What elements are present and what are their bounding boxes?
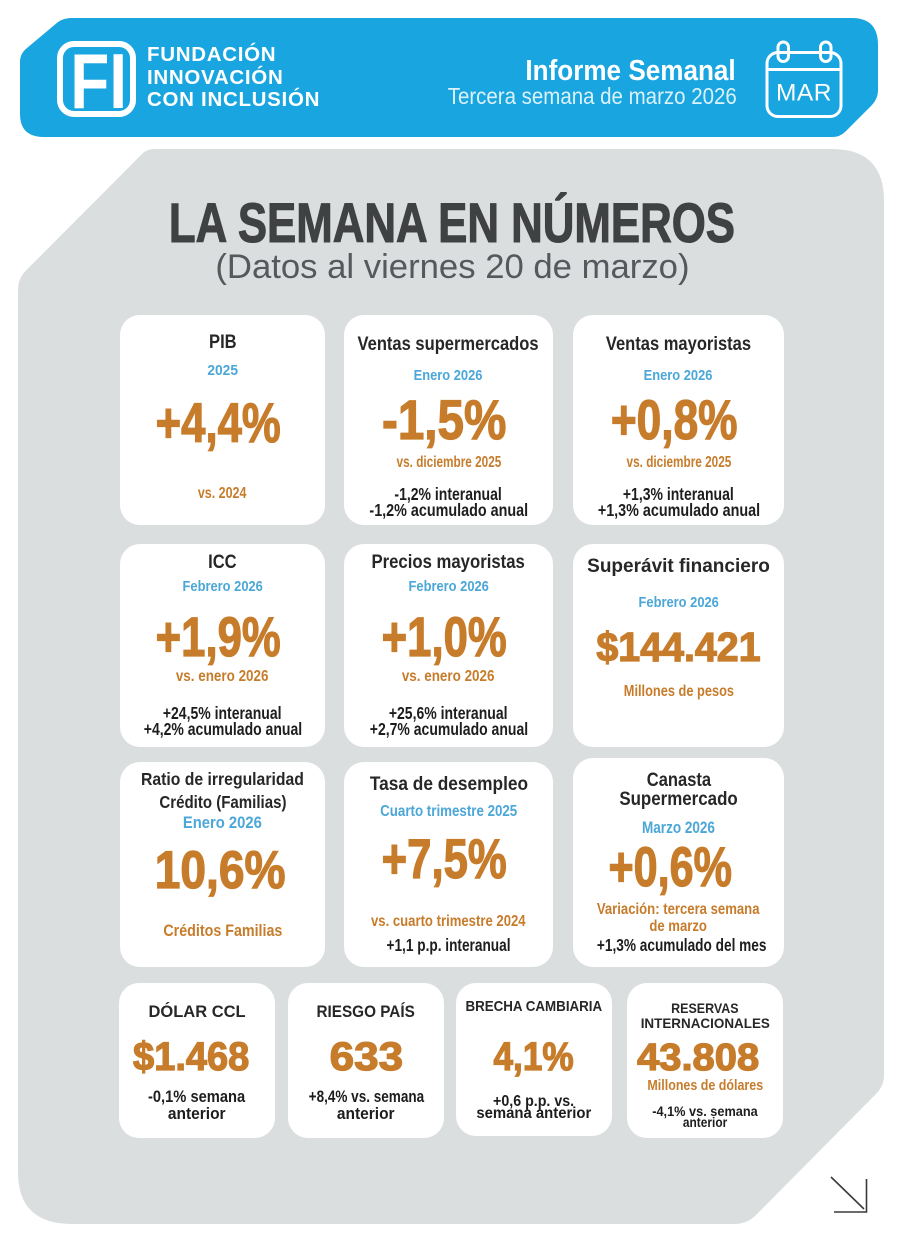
svg-text:MAR: MAR	[776, 80, 832, 107]
